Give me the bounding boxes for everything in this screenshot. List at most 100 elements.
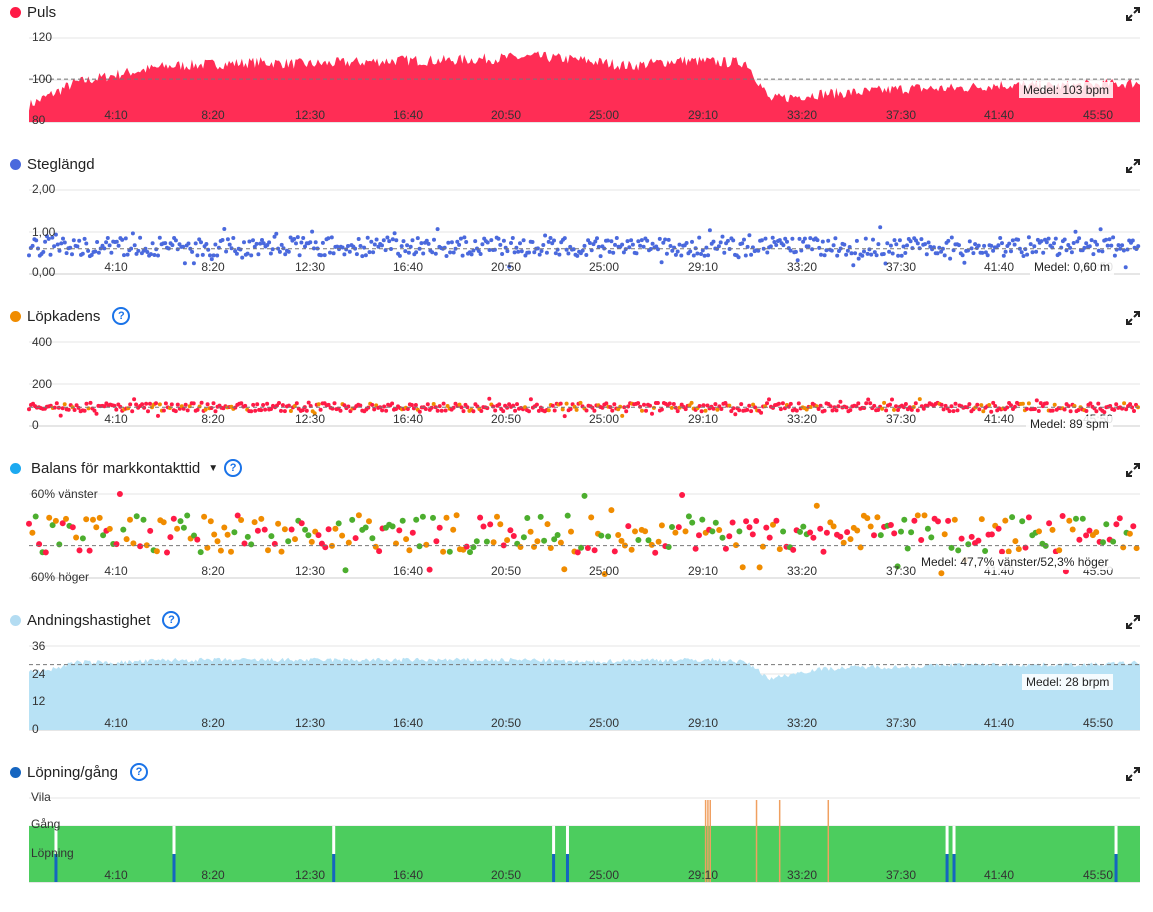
stride-point	[648, 247, 653, 251]
balance-expand-icon[interactable]	[1125, 462, 1141, 478]
balance-point	[938, 570, 945, 577]
respiration-expand-icon[interactable]	[1125, 614, 1141, 630]
cadence-point	[294, 401, 299, 406]
stride-point	[878, 225, 883, 230]
stride-point	[541, 243, 546, 247]
stride-point	[684, 241, 689, 245]
cadence-point	[574, 407, 579, 412]
x-tick-label: 20:50	[491, 412, 521, 426]
balance-point	[339, 532, 346, 539]
stride-point	[553, 251, 558, 256]
balance-point	[1110, 538, 1117, 545]
respiration-help-icon[interactable]: ?	[162, 611, 181, 629]
stride-point	[487, 248, 492, 252]
stride-point	[93, 249, 98, 254]
stride-point	[673, 252, 678, 257]
stride-point	[496, 236, 501, 241]
cadence-point	[439, 408, 444, 413]
balance-point	[611, 548, 618, 555]
cadence-point	[1052, 402, 1057, 407]
balance-point	[137, 543, 144, 550]
balance-point	[127, 516, 133, 523]
runwalk-help-icon[interactable]: ?	[129, 763, 148, 781]
balance-point	[419, 513, 426, 520]
rest-marker	[704, 800, 707, 882]
stride-point	[426, 241, 431, 246]
balance-point	[487, 521, 494, 528]
balance-point	[581, 492, 588, 499]
runwalk-y-tick: Löpning	[31, 846, 74, 860]
balance-point	[251, 519, 258, 526]
stride-point	[688, 249, 693, 254]
stride-point	[191, 261, 196, 266]
stride-point	[501, 238, 506, 243]
cadence-expand-icon[interactable]	[1125, 310, 1141, 326]
stride-point	[460, 253, 465, 258]
stride-y-tick: 0,00	[32, 265, 56, 279]
cadence-point	[72, 408, 77, 412]
cadence-point	[536, 408, 541, 413]
x-tick-label: 25:00	[589, 260, 619, 274]
stride-point	[116, 243, 121, 248]
balance-point	[369, 535, 376, 542]
balance-point	[1069, 526, 1076, 533]
pulse-expand-icon[interactable]	[1125, 6, 1141, 22]
stride-point	[145, 250, 150, 254]
cadence-point	[866, 397, 871, 402]
balance-point	[366, 518, 372, 525]
balance-point	[90, 516, 96, 523]
balance-point	[696, 532, 702, 539]
cadence-point	[1130, 405, 1135, 410]
stride-point	[704, 245, 709, 250]
cadence-point	[185, 408, 190, 413]
cadence-point	[689, 400, 694, 405]
cadence-point	[677, 405, 682, 410]
stride-point	[30, 243, 35, 248]
balance-y-tick: 60% höger	[31, 570, 90, 584]
stride-point	[251, 238, 255, 243]
stride-point	[358, 244, 363, 248]
balance-point	[982, 548, 989, 554]
balance-point	[298, 520, 305, 527]
balance-point	[416, 543, 423, 550]
x-tick-label: 16:40	[393, 412, 423, 426]
cadence-point	[413, 403, 418, 407]
balance-point	[733, 542, 739, 549]
balance-help-icon[interactable]: ?	[224, 459, 243, 477]
runwalk-expand-icon[interactable]	[1125, 766, 1141, 782]
balance-dropdown-icon[interactable]: ▼	[208, 462, 219, 474]
cadence-help-icon[interactable]: ?	[112, 307, 131, 325]
balance-point	[153, 548, 160, 555]
stride-point	[1001, 253, 1006, 258]
x-tick-label: 8:20	[201, 412, 225, 426]
stride-point	[485, 240, 490, 245]
x-tick-label: 45:50	[1083, 108, 1113, 122]
walk-marker	[552, 854, 556, 882]
stride-expand-icon[interactable]	[1125, 158, 1141, 174]
balance-point	[100, 532, 107, 539]
cadence-point	[134, 402, 139, 407]
x-tick-label: 20:50	[491, 260, 521, 274]
stride-point	[609, 239, 614, 244]
walk-marker	[172, 854, 176, 882]
balance-point	[928, 534, 935, 541]
stride-point	[267, 240, 272, 245]
balance-point	[797, 528, 803, 535]
cadence-point	[967, 402, 972, 407]
stride-point	[535, 246, 540, 251]
runwalk-panel: Löpning/gång ? 4:10 8:20 12:30 16:40 20:50 25…	[0, 760, 1153, 912]
stride-point	[421, 251, 426, 256]
cadence-point	[921, 406, 926, 411]
stride-point	[982, 243, 987, 248]
x-tick-label: 4:10	[104, 260, 128, 274]
balance-point	[874, 514, 881, 521]
balance-point	[941, 531, 948, 538]
respiration-y-tick: 12	[32, 694, 46, 708]
balance-point	[510, 533, 517, 539]
stride-point	[444, 254, 449, 258]
balance-panel: Balans för markkontakttid ▼ ? 4:10 8:20 12…	[0, 456, 1153, 608]
stride-point	[1052, 241, 1056, 246]
cadence-point	[62, 402, 67, 407]
cadence-point	[780, 401, 785, 406]
stride-point	[1118, 246, 1123, 251]
